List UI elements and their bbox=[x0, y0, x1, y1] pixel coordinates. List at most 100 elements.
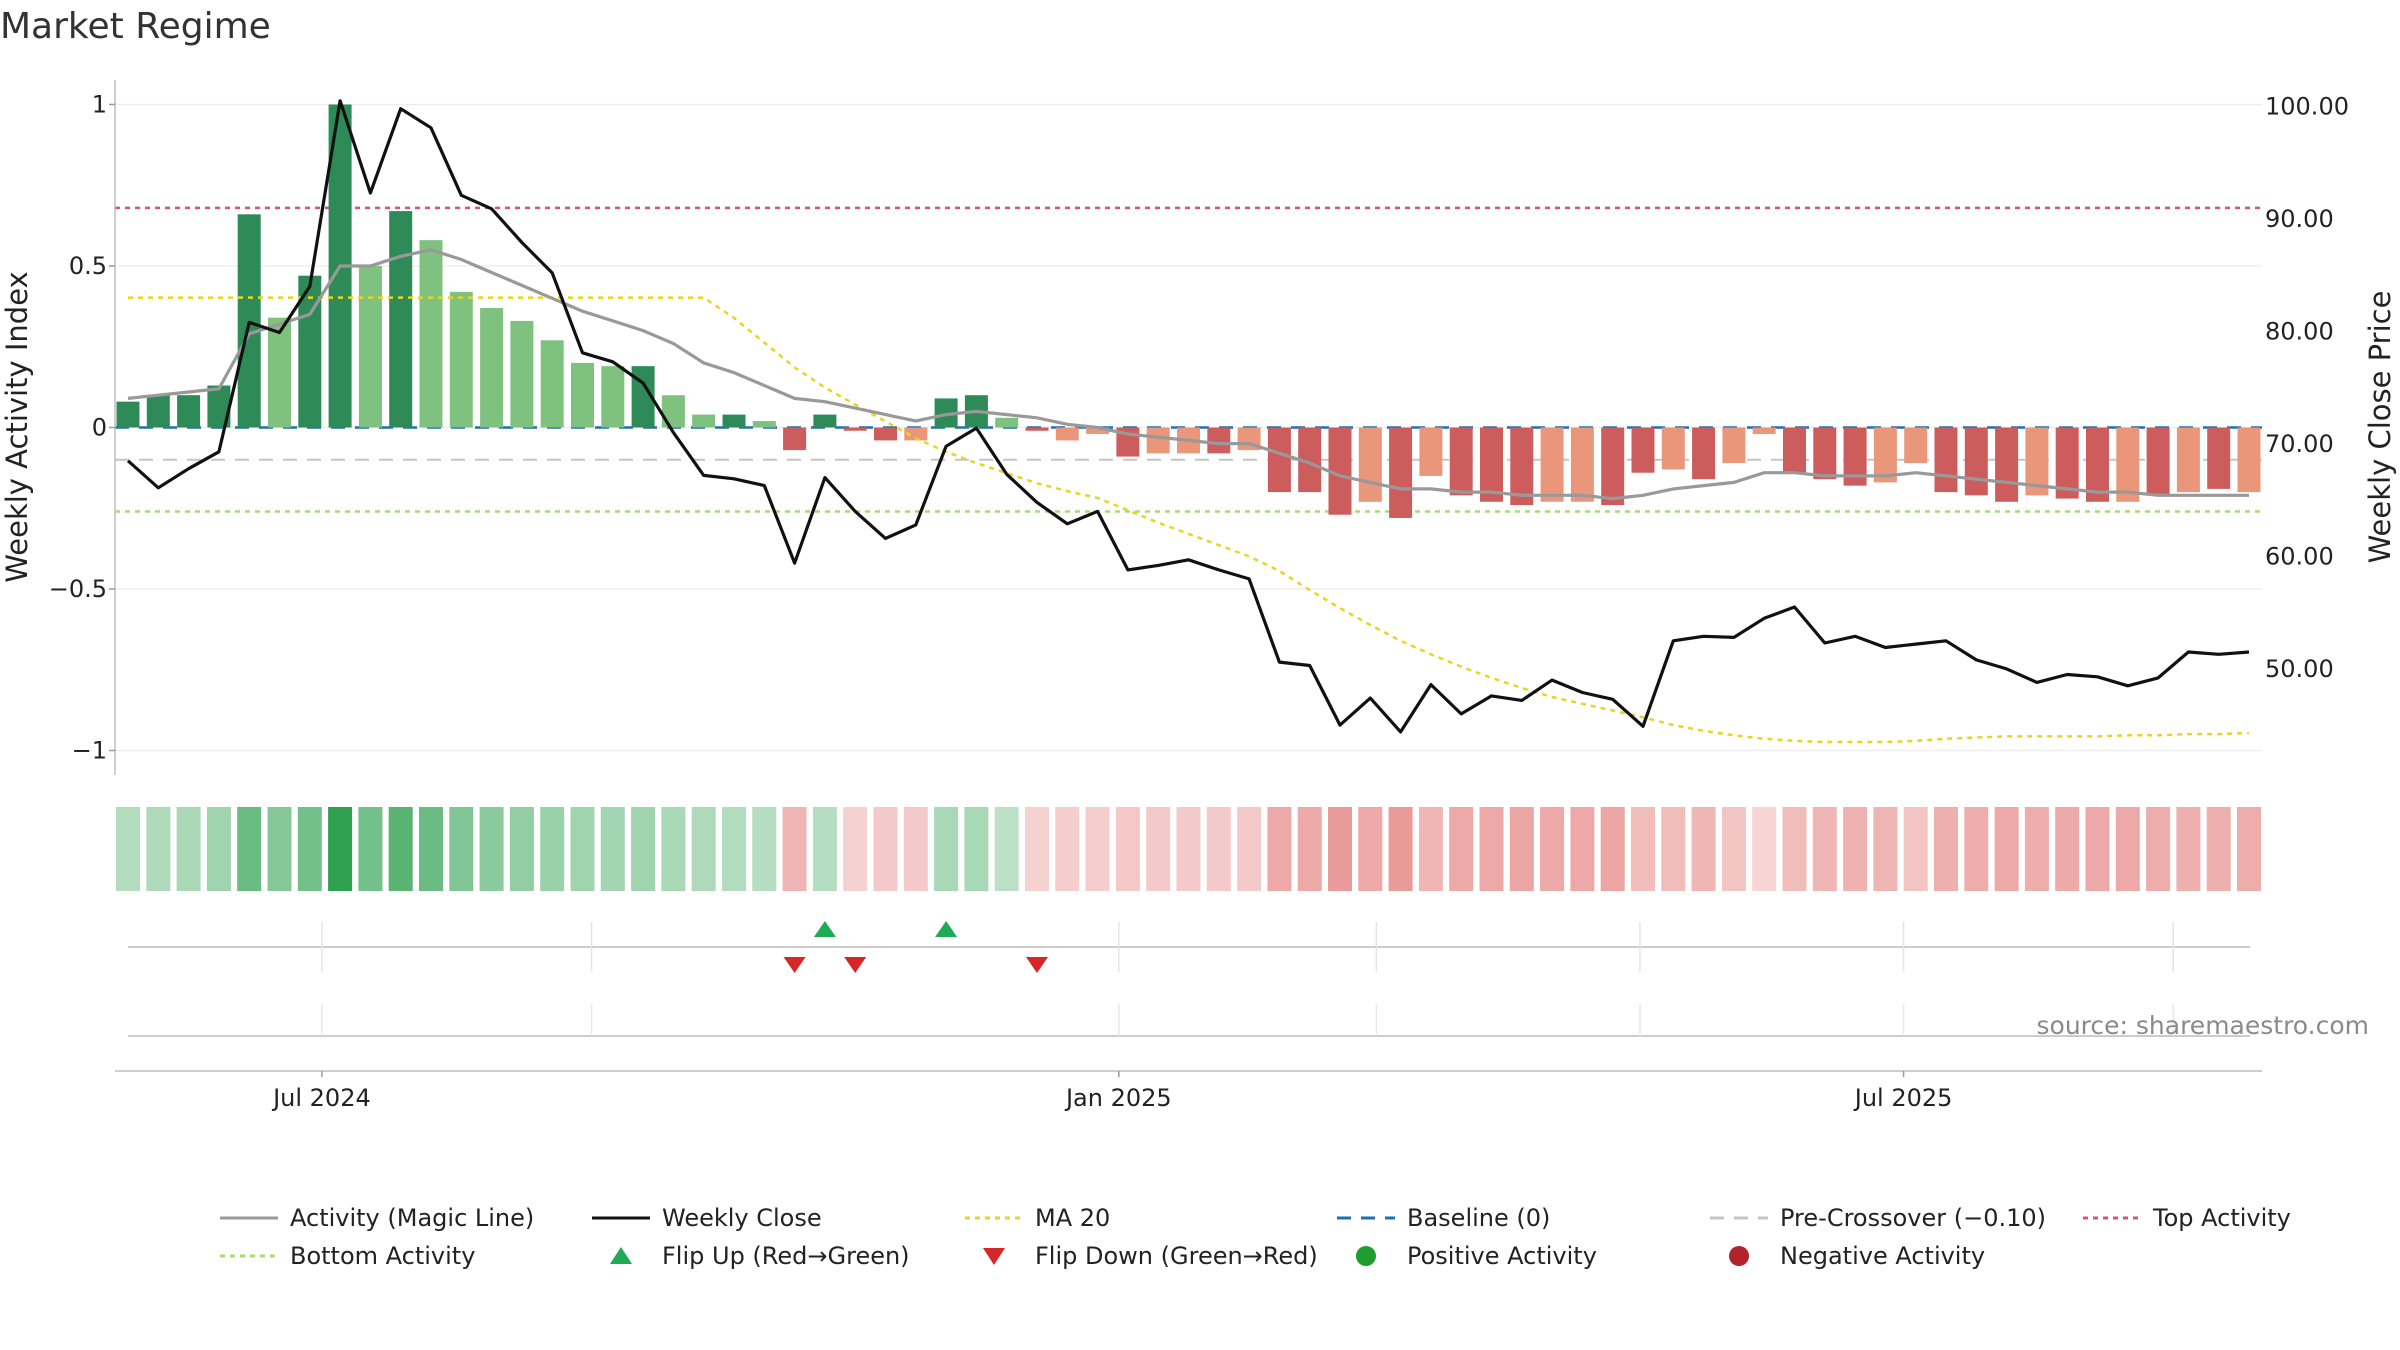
activity-bar-30 bbox=[1025, 427, 1049, 431]
heat-cell-46 bbox=[1509, 807, 1534, 891]
heat-cell-26 bbox=[903, 807, 928, 891]
activity-bar-40 bbox=[1328, 427, 1352, 515]
heat-cell-4 bbox=[237, 807, 262, 891]
heat-cell-64 bbox=[2055, 807, 2080, 891]
legend-swatch-9 bbox=[1356, 1246, 1376, 1266]
activity-bar-56 bbox=[1813, 427, 1837, 480]
heat-cell-17 bbox=[631, 807, 656, 891]
heat-cell-70 bbox=[2237, 807, 2261, 891]
activity-bar-57 bbox=[1843, 427, 1867, 486]
right-tick-label-0: 100.00 bbox=[2265, 92, 2349, 120]
legend-swatch-7 bbox=[610, 1247, 632, 1264]
activity-bar-36 bbox=[1207, 427, 1231, 454]
legend-item-4: Pre-Crossover (−0.10) bbox=[1710, 1204, 2046, 1232]
heat-cell-11 bbox=[449, 807, 474, 891]
heat-cell-53 bbox=[1721, 807, 1746, 891]
heat-cell-2 bbox=[176, 807, 201, 891]
activity-bar-60 bbox=[1934, 427, 1958, 493]
heat-cell-31 bbox=[1055, 807, 1080, 891]
legend-label-0: Activity (Magic Line) bbox=[290, 1204, 534, 1232]
x-tick-label-2: Jul 2025 bbox=[1853, 1084, 1953, 1112]
legend-item-5: Top Activity bbox=[2083, 1204, 2291, 1232]
activity-bar-43 bbox=[1419, 427, 1443, 476]
heat-cell-18 bbox=[661, 807, 686, 891]
activity-bar-63 bbox=[2025, 427, 2049, 496]
heat-cell-49 bbox=[1600, 807, 1625, 891]
activity-bar-3 bbox=[207, 385, 231, 428]
legend-label-6: Bottom Activity bbox=[290, 1242, 475, 1270]
activity-bar-31 bbox=[1055, 427, 1079, 441]
activity-bar-49 bbox=[1601, 427, 1625, 506]
right-tick-label-4: 60.00 bbox=[2265, 542, 2334, 570]
right-axis-label: Weekly Close Price bbox=[2363, 291, 2397, 564]
legend-label-4: Pre-Crossover (−0.10) bbox=[1780, 1204, 2046, 1232]
legend-item-6: Bottom Activity bbox=[220, 1242, 475, 1270]
magic-line bbox=[127, 248, 2249, 501]
heat-cell-62 bbox=[1994, 807, 2019, 891]
activity-bar-62 bbox=[1995, 427, 2019, 502]
flip-markers-panel bbox=[128, 921, 2250, 973]
heat-cell-57 bbox=[1843, 807, 1868, 891]
heat-cell-54 bbox=[1752, 807, 1777, 891]
legend-label-10: Negative Activity bbox=[1780, 1242, 1985, 1270]
activity-bar-39 bbox=[1298, 427, 1322, 493]
right-tick-label-2: 80.00 bbox=[2265, 317, 2334, 345]
activity-bar-6 bbox=[298, 275, 322, 428]
flip-down-marker-0 bbox=[783, 957, 806, 973]
legend-item-8: Flip Down (Green→Red) bbox=[983, 1242, 1318, 1270]
series-lines bbox=[126, 99, 2250, 744]
activity-bar-51 bbox=[1661, 427, 1685, 470]
heat-cell-12 bbox=[479, 807, 504, 891]
activity-bar-18 bbox=[661, 395, 685, 428]
heat-cell-36 bbox=[1206, 807, 1231, 891]
heat-cell-7 bbox=[328, 807, 353, 891]
left-tick-label-0: 1 bbox=[92, 91, 107, 119]
heat-cell-3 bbox=[206, 807, 231, 891]
heat-cell-16 bbox=[600, 807, 625, 891]
legend-label-9: Positive Activity bbox=[1407, 1242, 1597, 1270]
heat-cell-19 bbox=[691, 807, 716, 891]
legend-item-2: MA 20 bbox=[965, 1204, 1110, 1232]
heat-cell-58 bbox=[1873, 807, 1898, 891]
heat-cell-69 bbox=[2206, 807, 2231, 891]
activity-heat-strip bbox=[116, 807, 2261, 891]
activity-bar-42 bbox=[1389, 427, 1413, 518]
activity-bar-25 bbox=[874, 427, 897, 441]
left-tick-label-4: −1 bbox=[72, 737, 107, 765]
heat-cell-29 bbox=[994, 807, 1019, 891]
left-tick-label-3: −0.5 bbox=[49, 575, 107, 603]
flip-down-marker-1 bbox=[844, 957, 867, 973]
activity-bar-21 bbox=[752, 421, 776, 428]
chart-title: Market Regime bbox=[0, 6, 271, 47]
heat-cell-66 bbox=[2115, 807, 2140, 891]
activity-bar-58 bbox=[1873, 427, 1897, 483]
heat-cell-40 bbox=[1328, 807, 1352, 891]
heat-cell-13 bbox=[509, 807, 534, 891]
activity-bar-9 bbox=[389, 211, 413, 428]
ma20-line bbox=[128, 296, 2250, 744]
heat-cell-30 bbox=[1025, 807, 1049, 891]
heat-cell-20 bbox=[722, 807, 746, 891]
heat-cell-8 bbox=[358, 807, 383, 891]
activity-bar-26 bbox=[904, 427, 928, 441]
activity-bar-22 bbox=[783, 427, 807, 451]
heat-cell-37 bbox=[1237, 807, 1262, 891]
activity-bar-44 bbox=[1449, 427, 1473, 496]
heat-cell-48 bbox=[1570, 807, 1595, 891]
activity-bar-48 bbox=[1570, 427, 1594, 502]
activity-bar-67 bbox=[2146, 427, 2170, 496]
axes-layer: 1 0.5 0 −0.5 −1 100.00 90.00 80.00 70.00 60.00 50.… bbox=[0, 80, 2397, 775]
heat-cell-44 bbox=[1449, 807, 1474, 891]
activity-bars bbox=[116, 104, 2261, 518]
activity-bar-2 bbox=[177, 395, 201, 428]
activity-bar-29 bbox=[995, 417, 1019, 428]
heat-cell-65 bbox=[2085, 807, 2110, 891]
legend-label-7: Flip Up (Red→Green) bbox=[662, 1242, 910, 1270]
heat-cell-50 bbox=[1631, 807, 1655, 891]
heat-cell-14 bbox=[540, 807, 565, 891]
heat-cell-25 bbox=[873, 807, 898, 891]
heat-cell-21 bbox=[752, 807, 777, 891]
legend-item-0: Activity (Magic Line) bbox=[220, 1204, 534, 1232]
reference-lines bbox=[115, 206, 2262, 513]
